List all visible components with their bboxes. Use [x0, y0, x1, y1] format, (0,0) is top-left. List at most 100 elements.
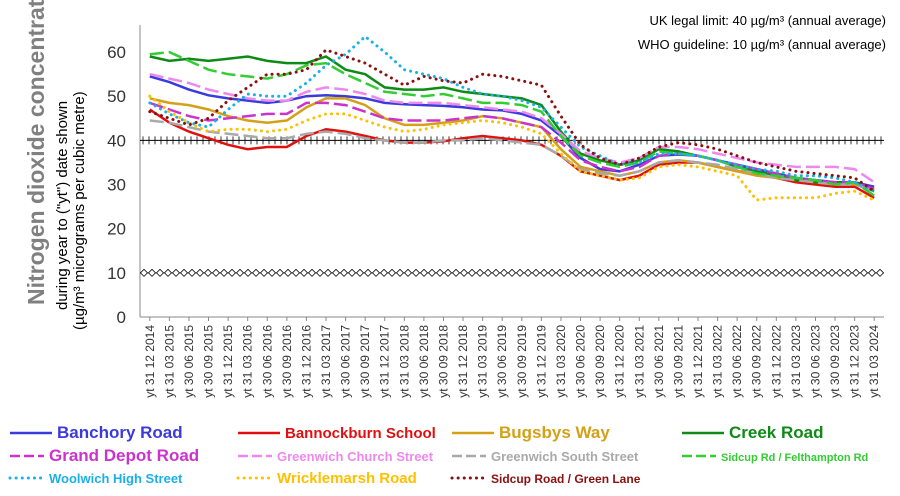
who-guideline-marker — [459, 268, 469, 277]
who-guideline-marker — [419, 268, 429, 277]
who-guideline-marker — [867, 268, 877, 277]
who-guideline-marker — [451, 268, 461, 277]
who-guideline-marker — [579, 268, 589, 277]
y-tick-label: 40 — [107, 131, 126, 150]
who-guideline-marker — [811, 268, 821, 277]
who-guideline-marker — [603, 268, 613, 277]
who-guideline-marker — [275, 268, 285, 277]
y-tick-label: 60 — [107, 43, 126, 62]
who-guideline-marker — [803, 268, 813, 277]
x-tick-label: yt 30 06 2017 — [339, 325, 353, 398]
legend-label-greenwich-south-street: Greenwich South Street — [491, 449, 639, 464]
x-tick-label: yt 31 12 2021 — [691, 325, 705, 398]
who-guideline-marker — [179, 268, 189, 277]
x-tick-label: yt 31 03 2017 — [319, 325, 333, 398]
who-guideline-marker — [523, 268, 533, 277]
series-line-greenwich-south-street — [149, 119, 875, 193]
x-tick-label: yt 30 09 2022 — [750, 325, 764, 398]
who-guideline-marker — [739, 268, 749, 277]
who-guideline-marker — [507, 268, 517, 277]
y-tick-label: 0 — [117, 308, 126, 327]
who-guideline-marker — [155, 268, 165, 277]
x-tick-label: yt 30 09 2020 — [593, 325, 607, 398]
x-tick-label: yt 31 12 2014 — [143, 325, 157, 398]
x-tick-label: yt 30 06 2020 — [574, 325, 588, 398]
x-tick-label: yt 30 06 2016 — [260, 325, 274, 398]
series-line-wricklemarsh-road — [148, 94, 876, 202]
legend-label-grand-depot-road: Grand Depot Road — [49, 446, 199, 465]
y-axis-subtitle-1: during year to ("yt") date shown — [54, 101, 71, 310]
who-guideline-marker — [643, 268, 653, 277]
who-guideline-marker — [843, 268, 853, 277]
y-tick-label: 10 — [107, 264, 126, 283]
who-guideline-marker — [355, 268, 365, 277]
who-guideline-marker — [747, 268, 757, 277]
x-tick-label: yt 31 03 2021 — [632, 325, 646, 398]
who-guideline-marker — [667, 268, 677, 277]
x-tick-label: yt 30 09 2018 — [436, 325, 450, 398]
x-tick-label: yt 30 06 2021 — [652, 325, 666, 398]
y-axis-title: Nitrogen dioxide concentration — [23, 0, 49, 305]
who-guideline-marker — [163, 268, 173, 277]
who-guideline-marker — [427, 268, 437, 277]
who-guideline-marker — [267, 268, 277, 277]
who-guideline-marker — [723, 268, 733, 277]
y-tick-label: 50 — [107, 87, 126, 106]
who-guideline-marker — [779, 268, 789, 277]
who-guideline-marker — [331, 268, 341, 277]
legend-label-banchory-road: Banchory Road — [57, 423, 183, 442]
who-guideline-marker — [563, 268, 573, 277]
who-guideline-marker — [699, 268, 709, 277]
who-guideline-marker — [555, 268, 565, 277]
legend-label-bannockburn-school: Bannockburn School — [285, 425, 436, 442]
who-guideline-marker — [547, 268, 557, 277]
who-guideline-note: WHO guideline: 10 µg/m³ (annual average) — [638, 37, 886, 52]
legend-label-bugsbys-way: Bugsbys Way — [499, 423, 610, 442]
who-guideline-marker — [219, 268, 229, 277]
x-tick-label: yt 30 06 2015 — [182, 325, 196, 398]
series-line-greenwich-church-street — [149, 72, 875, 184]
who-guideline-marker — [475, 268, 485, 277]
who-guideline-marker — [691, 268, 701, 277]
who-guideline-marker — [435, 268, 445, 277]
who-guideline-marker — [403, 268, 413, 277]
x-tick-label: yt 31 12 2022 — [769, 325, 783, 398]
x-tick-label: yt 31 12 2023 — [848, 325, 862, 398]
x-tick-label: yt 31 12 2020 — [613, 325, 627, 398]
who-guideline-marker — [515, 268, 525, 277]
x-tick-label: yt 30 06 2023 — [808, 325, 822, 398]
x-tick-label: yt 31 03 2023 — [789, 325, 803, 398]
who-guideline-marker — [539, 268, 549, 277]
who-guideline-marker — [259, 268, 269, 277]
who-guideline-marker — [795, 268, 805, 277]
who-guideline-marker — [227, 268, 237, 277]
who-guideline-marker — [651, 268, 661, 277]
legend-label-sidcup-road-green-lane: Sidcup Road / Green Lane — [491, 472, 641, 486]
x-tick-label: yt 31 03 2020 — [554, 325, 568, 398]
x-tick-label: yt 30 09 2015 — [202, 325, 216, 398]
who-guideline-marker — [787, 268, 797, 277]
who-guideline-marker — [587, 268, 597, 277]
x-tick-label: yt 31 03 2015 — [162, 325, 176, 398]
x-tick-label: yt 31 03 2016 — [241, 325, 255, 398]
who-guideline-marker — [819, 268, 829, 277]
who-guideline-marker — [195, 268, 205, 277]
x-tick-label: yt 30 06 2019 — [495, 325, 509, 398]
who-guideline-marker — [323, 268, 333, 277]
who-guideline-marker — [715, 268, 725, 277]
legend-label-sidcup-rd-felthampton-rd: Sidcup Rd / Felthampton Rd — [721, 452, 868, 464]
who-guideline-marker — [347, 268, 357, 277]
x-tick-label: yt 31 03 2019 — [476, 325, 490, 398]
who-guideline-marker — [291, 268, 301, 277]
who-guideline-marker — [499, 268, 509, 277]
x-tick-label: yt 31 12 2017 — [378, 325, 392, 398]
who-guideline-marker — [851, 268, 861, 277]
who-guideline-marker — [771, 268, 781, 277]
who-guideline-marker — [307, 268, 317, 277]
x-tick-label: yt 31 12 2018 — [456, 325, 470, 398]
who-guideline-marker — [283, 268, 293, 277]
who-guideline-marker — [611, 268, 621, 277]
y-axis-subtitle-2: (µg/m³ micrograms per cubic metre) — [71, 91, 88, 330]
who-guideline-marker — [211, 268, 221, 277]
